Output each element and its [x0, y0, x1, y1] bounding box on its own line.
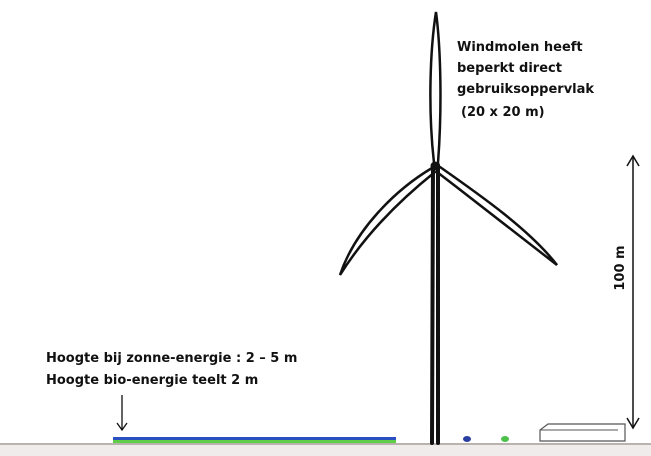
object: [463, 436, 471, 442]
bio-crop: [113, 440, 396, 443]
solar-height: Hoogte bij zonne-energie : 2 – 5 m: [46, 351, 297, 366]
hub: [431, 162, 439, 170]
building: [540, 424, 625, 441]
building-outline: [540, 424, 625, 441]
note-line: (20 x 20 m): [461, 105, 545, 120]
note-line: beperkt direct: [457, 61, 562, 76]
bio-height: Hoogte bio-energie teelt 2 m: [46, 373, 258, 388]
height-label: 100 m: [613, 245, 628, 290]
diagram: 100 m Windmolen heeft beperkt direct geb…: [0, 0, 651, 456]
note-line: gebruiksoppervlak: [457, 82, 594, 97]
note-line: Windmolen heeft: [457, 40, 583, 55]
object: [501, 436, 509, 442]
